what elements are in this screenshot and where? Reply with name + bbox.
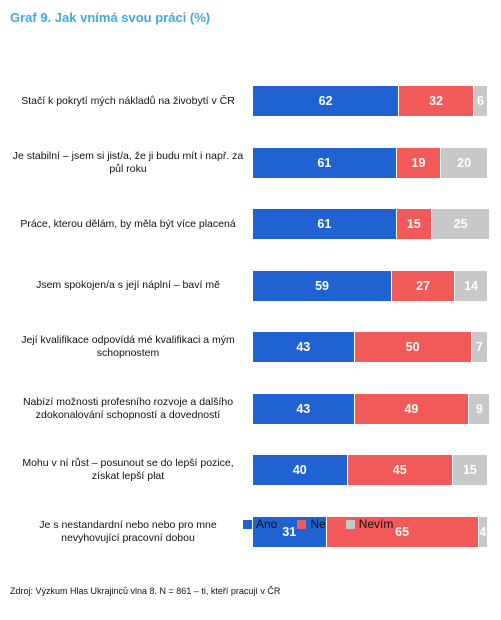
data-label: 32	[429, 94, 443, 108]
category-label: Jsem spokojen/a s její náplní – baví mě	[36, 279, 220, 291]
bar-segment-ne: 45	[346, 455, 452, 485]
bar-segment-ano: 62	[253, 86, 399, 116]
bar-segment-ne: 27	[391, 270, 455, 301]
data-label: 65	[395, 524, 410, 539]
data-label: 9	[475, 401, 483, 416]
source-note: Zdroj: Výzkum Hlas Ukrajinců vlna 8. N =…	[10, 586, 281, 596]
data-label: 40	[292, 463, 307, 477]
data-label: 15	[406, 217, 421, 231]
bar-segment-ne: 50	[353, 332, 471, 362]
bar-segment-nevm: 20	[440, 147, 487, 178]
data-label: 50	[405, 340, 420, 354]
bar-segment-nevm: 25	[430, 209, 490, 239]
bar-segment-nevm: 14	[454, 270, 487, 301]
category-label: Její kvalifikace odpovídá mé kvalifikaci…	[21, 334, 235, 359]
data-label: 43	[296, 401, 311, 416]
data-label: 43	[296, 340, 311, 354]
data-label: 61	[317, 217, 332, 231]
legend-item-ano: Ano	[243, 517, 277, 531]
data-label: 31	[282, 524, 297, 539]
data-label: 25	[453, 217, 468, 231]
category-label: Práce, kterou dělám, by měla být více pl…	[20, 217, 236, 230]
bar-segment-nevm: 7	[470, 332, 487, 362]
data-label: 62	[318, 94, 333, 108]
legend: Ano Ne Nevím	[243, 517, 393, 531]
data-label: 19	[411, 155, 426, 170]
legend-item-ne: Ne	[297, 517, 326, 531]
bar-segment-ano: 31	[253, 516, 326, 547]
chart-title: Graf 9. Jak vnímá svou práci (%)	[10, 10, 211, 25]
bar-segment-nevm: 6	[472, 86, 487, 116]
data-label: 6	[476, 94, 484, 108]
legend-label-ne: Ne	[310, 517, 326, 531]
bar-segment-nevm: 15	[451, 455, 487, 485]
bar-segment-ano: 61	[253, 209, 396, 239]
bar-segment-nevm: 4	[477, 516, 487, 547]
data-label: 20	[457, 155, 472, 170]
data-label: 7	[475, 340, 483, 354]
legend-swatch-nevim	[345, 519, 355, 529]
bar-segment-ano: 61	[253, 147, 396, 178]
bar-segment-nevm: 9	[468, 393, 490, 424]
legend-swatch-ano	[243, 519, 252, 529]
category-label: Stačí k pokrytí mých nákladů na živobytí…	[21, 94, 235, 107]
category-label: Je s nestandardní nebo nebo pro mne nevy…	[39, 518, 217, 544]
bar-segment-ano: 43	[253, 393, 354, 424]
data-label: 4	[479, 524, 487, 539]
data-label: 27	[416, 278, 431, 293]
legend-swatch-ne	[297, 519, 307, 529]
category-label: Je stabilní – jsem si jist/a, že ji budu…	[12, 149, 244, 175]
legend-item-nevim: Nevím	[345, 517, 394, 531]
bar-segment-ano: 40	[253, 455, 347, 485]
data-label: 59	[315, 278, 329, 293]
data-label: 49	[404, 401, 419, 416]
bar-segment-ne: 49	[353, 393, 469, 424]
bar-segment-ne: 19	[395, 147, 441, 178]
bar-segment-ne: 15	[395, 209, 431, 239]
bar-segment-ano: 43	[253, 332, 354, 362]
legend-label-ano: Ano	[256, 517, 278, 531]
legend-label-nevim: Nevím	[358, 517, 394, 531]
bar-segment-ano: 59	[253, 270, 392, 301]
data-label: 61	[317, 155, 332, 170]
data-label: 45	[392, 463, 407, 477]
bar-segment-ne: 32	[398, 86, 473, 116]
category-label: Nabízí možnosti profesního rozvoje a dal…	[22, 395, 234, 421]
data-label: 15	[462, 463, 477, 477]
data-label: 14	[464, 278, 479, 293]
category-label: Mohu v ní růst – posunout se do lepší po…	[22, 457, 234, 482]
